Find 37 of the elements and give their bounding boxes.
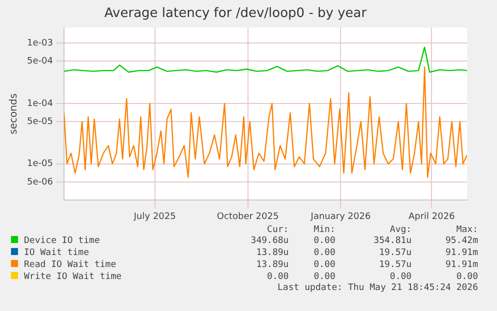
y-tick-label: 1e-05 <box>26 159 53 170</box>
legend-label: IO Wait time <box>23 247 90 259</box>
text: 0.00 <box>312 271 336 283</box>
text: Cur: <box>266 225 290 235</box>
text: 19.57u <box>378 247 413 259</box>
text: Last update: Thu May 21 18:45:24 2026 <box>276 283 479 293</box>
x-tick-label: January 2026 <box>310 212 371 222</box>
text: 0.00 <box>266 271 290 283</box>
y-tick-label: 5e-06 <box>26 177 54 188</box>
y-tick-label: 1e-03 <box>26 38 53 48</box>
text: 0.00 <box>455 271 479 283</box>
legend-label: Write IO Wait time <box>23 271 123 283</box>
text: 13.89u <box>255 247 290 259</box>
text: 0.00 <box>312 259 336 271</box>
text: 95.42m <box>444 235 479 247</box>
x-tick-label: April 2026 <box>408 212 456 222</box>
text: 349.68u <box>250 235 290 247</box>
chart-title: Average latency for /dev/loop0 - by year <box>104 6 368 22</box>
text: 91.91m <box>444 247 479 259</box>
x-tick-label: October 2025 <box>216 212 279 222</box>
text: 91.91m <box>444 259 479 271</box>
text: 354.81u <box>372 235 413 247</box>
y-tick-label: 5e-05 <box>26 116 53 127</box>
text: 0.00 <box>312 235 336 247</box>
text: 19.57u <box>378 259 413 271</box>
text: 0.00 <box>388 271 413 283</box>
legend-label: Read IO Wait time <box>23 259 118 271</box>
x-tick-label: July 2025 <box>132 212 176 222</box>
legend-label: Device IO time <box>23 235 101 247</box>
y-tick-label: 5e-04 <box>26 56 54 67</box>
text: 13.89u <box>255 259 290 271</box>
y-axis-title: seconds <box>8 93 20 134</box>
y-tick-label: 1e-04 <box>26 98 54 109</box>
text: 0.00 <box>312 247 336 259</box>
text: Min: <box>312 225 336 235</box>
text: Max: <box>455 225 479 235</box>
text: Avg: <box>388 225 413 235</box>
